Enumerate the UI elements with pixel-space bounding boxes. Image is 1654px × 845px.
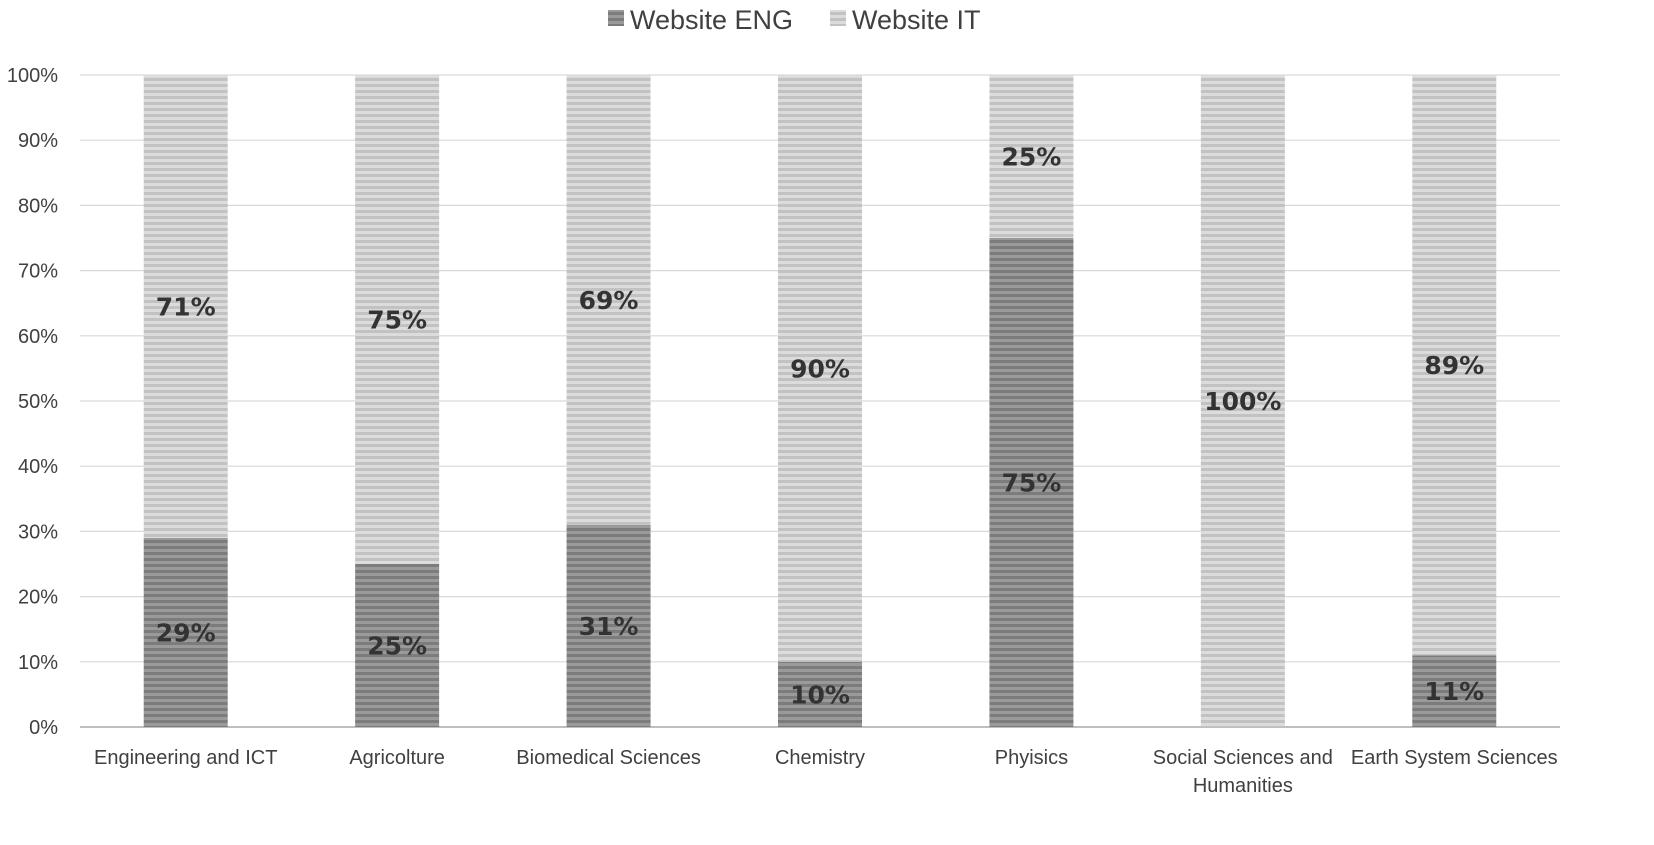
y-tick-label: 40% (18, 456, 58, 478)
data-label: 25% (1002, 143, 1062, 172)
data-label: 75% (1002, 469, 1062, 498)
data-label: 75% (367, 306, 427, 335)
bar-segment (778, 75, 862, 662)
bar-segment (1412, 655, 1497, 727)
bar-segment (989, 75, 1074, 238)
data-label: 10% (790, 680, 850, 709)
y-tick-label: 50% (18, 391, 58, 413)
x-tick-label: Engineering and ICT (94, 747, 277, 769)
bar-segment (143, 537, 228, 727)
bar-segment (566, 75, 651, 525)
y-tick-label: 80% (18, 195, 58, 217)
data-label: 89% (1424, 351, 1484, 380)
data-label: 25% (367, 632, 427, 661)
y-tick-label: 90% (18, 130, 58, 152)
data-label: 100% (1204, 387, 1281, 416)
legend-item: Website ENG (608, 5, 793, 35)
y-axis: 0% 10% 20% 30% 40% 50% 60% 70% 80% 90% 100% (7, 65, 58, 739)
bar-segment (143, 75, 228, 538)
y-tick-label: 100% (7, 65, 58, 87)
y-tick-label: 20% (18, 587, 58, 609)
legend-label: Website ENG (630, 5, 793, 35)
x-tick-label: Biomedical Sciences (516, 747, 701, 769)
data-label: 90% (790, 354, 850, 383)
y-tick-label: 0% (29, 717, 58, 739)
legend-swatch (830, 10, 846, 26)
bar-segment (989, 238, 1074, 727)
legend-swatch (608, 10, 624, 26)
bar-segment (355, 75, 440, 564)
legend-item: Website IT (830, 5, 981, 35)
y-tick-label: 60% (18, 326, 58, 348)
bar-segment (778, 661, 862, 727)
data-label: 69% (579, 286, 639, 315)
x-tick-label: Agricolture (349, 747, 445, 769)
x-tick-label: Earth System Sciences (1351, 747, 1558, 769)
data-label: 71% (156, 292, 216, 321)
x-tick-label: Phyisics (995, 747, 1068, 769)
legend-label: Website IT (852, 5, 981, 35)
x-axis: Engineering and ICT Agricolture Biomedical… (94, 747, 1558, 797)
data-label: 29% (156, 618, 216, 647)
data-label: 11% (1424, 677, 1484, 706)
bar-segment (566, 524, 651, 727)
bar-segment (355, 564, 440, 727)
bar-segment (1200, 75, 1285, 727)
data-label: 31% (579, 612, 639, 641)
chart-legend: Website ENG Website IT (608, 5, 981, 35)
bar-segment (1412, 75, 1497, 656)
y-tick-label: 10% (18, 652, 58, 674)
x-tick-label: Chemistry (775, 747, 865, 769)
y-tick-label: 70% (18, 261, 58, 283)
bars: 29% 71% 25% 75% 31% 69% 10% 90% 75% 25% 100% 11% 89% (143, 75, 1497, 727)
x-tick-label: Social Sciences and Humanities (1153, 747, 1333, 797)
y-tick-label: 30% (18, 521, 58, 543)
